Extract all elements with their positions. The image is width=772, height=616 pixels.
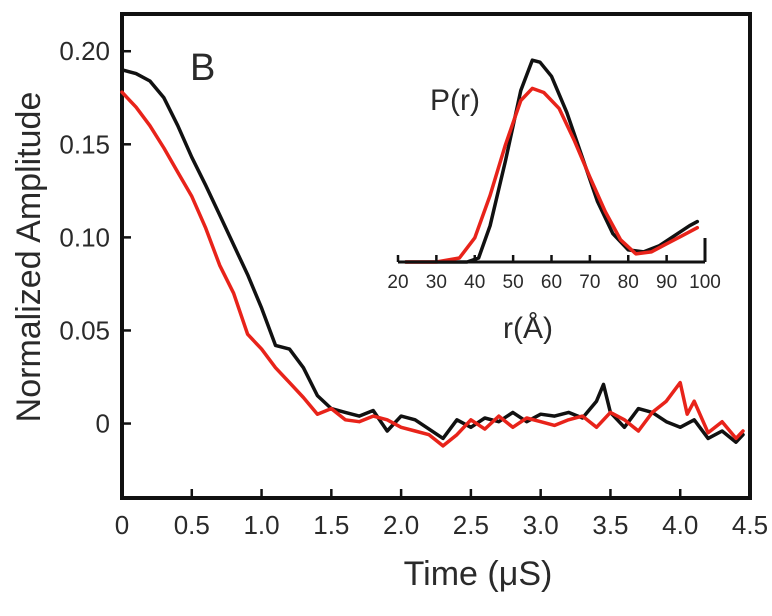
inset-x-tick-label: 70	[579, 272, 600, 293]
inset-ticks-group: 20 30 40 50 60 70 80 90 100	[387, 255, 721, 293]
inset-series-line-2	[403, 86, 700, 264]
x-tick-label: 4.0	[662, 510, 698, 540]
y-tick-label: 0	[96, 409, 110, 439]
x-axis-label: Time (μS)	[404, 555, 553, 593]
inset-x-tick-label: 30	[426, 272, 447, 293]
main-series-group	[120, 68, 745, 448]
x-tick-label: 3.5	[592, 510, 628, 540]
main-series-line-2	[120, 90, 745, 448]
x-tick-label: 3.0	[523, 510, 559, 540]
inset-x-tick-label: 40	[464, 272, 485, 293]
x-tick-label: 2.0	[383, 510, 419, 540]
inset-x-tick-label: 100	[689, 272, 721, 293]
x-tick-label: 1.0	[243, 510, 279, 540]
y-axis-label: Normalized Amplitude	[10, 92, 48, 423]
x-tick-label: 2.5	[453, 510, 489, 540]
inset-x-tick-label: 60	[541, 272, 562, 293]
y-tick-label: 0.15	[59, 129, 110, 159]
x-tick-label: 4.5	[732, 510, 768, 540]
panel-label: B	[190, 47, 215, 89]
inset-series-group	[403, 58, 700, 264]
inset-x-tick-label: 20	[387, 272, 408, 293]
main-ticks-group: 0 0.5 1.0 1.5 2.0 2.5 3.0 3.5 4.0 4.5 0 0.05 0.10 0.1…	[59, 36, 768, 540]
inset-x-tick-label: 50	[503, 272, 524, 293]
x-tick-label: 1.5	[313, 510, 349, 540]
inset-chart: 20 30 40 50 60 70 80 90 100 r(Å) P(r)	[387, 58, 721, 345]
inset-x-axis-label: r(Å)	[503, 312, 553, 345]
main-plot-frame	[120, 12, 752, 500]
inset-title: P(r)	[430, 84, 480, 117]
inset-x-tick-label: 90	[656, 272, 677, 293]
inset-series-line-1	[403, 58, 700, 264]
x-tick-label: 0.5	[174, 510, 210, 540]
y-tick-label: 0.10	[59, 222, 110, 252]
main-series-line-1	[120, 68, 745, 444]
y-tick-label: 0.05	[59, 315, 110, 345]
y-tick-label: 0.20	[59, 36, 110, 66]
inset-x-tick-label: 80	[618, 272, 639, 293]
x-tick-label: 0	[115, 510, 129, 540]
